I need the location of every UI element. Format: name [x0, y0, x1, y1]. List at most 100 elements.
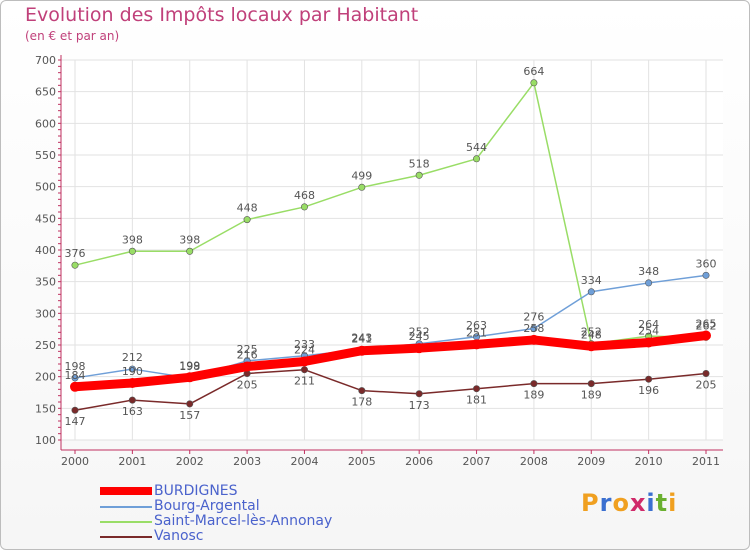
- data-label: 518: [409, 157, 430, 170]
- data-point: [530, 79, 538, 87]
- data-label: 196: [638, 384, 659, 397]
- y-tick-label: 100: [35, 434, 56, 447]
- data-label: 198: [65, 360, 86, 373]
- data-point: [473, 385, 481, 393]
- legend-label-vanosc: Vanosc: [154, 528, 204, 544]
- logo-letter: P: [581, 489, 600, 517]
- x-tick-label: 2004: [290, 455, 318, 468]
- data-point: [643, 337, 654, 348]
- legend-swatch-vanosc: [100, 536, 152, 538]
- x-tick-label: 2001: [118, 455, 146, 468]
- x-tick-label: 2002: [176, 455, 204, 468]
- series-lines: [70, 79, 711, 414]
- logo-letter: t: [655, 489, 669, 517]
- data-point: [186, 247, 194, 255]
- series-line-0: [70, 331, 711, 392]
- data-label: 448: [237, 202, 258, 215]
- data-label: 544: [466, 141, 487, 154]
- data-label: 205: [696, 379, 717, 392]
- data-point: [415, 390, 423, 398]
- y-tick-label: 150: [35, 402, 56, 415]
- data-point: [242, 361, 253, 372]
- data-point: [645, 279, 653, 287]
- data-label: 163: [122, 405, 143, 418]
- data-label: 276: [523, 311, 544, 324]
- data-point: [528, 334, 539, 345]
- y-tick-label: 600: [35, 117, 56, 130]
- data-label: 189: [581, 389, 602, 402]
- data-point: [186, 400, 194, 408]
- data-point: [414, 343, 425, 354]
- data-label: 243: [351, 331, 372, 344]
- data-label: 468: [294, 189, 315, 202]
- x-tick-label: 2009: [577, 455, 605, 468]
- data-point: [587, 288, 595, 296]
- y-tick-label: 300: [35, 307, 56, 320]
- x-tick-label: 2005: [348, 455, 376, 468]
- x-tick-label: 2007: [463, 455, 491, 468]
- data-label: 334: [581, 274, 602, 287]
- series-line-3: [74, 368, 707, 411]
- logo-letter: i: [646, 489, 656, 517]
- data-label: 184: [65, 369, 86, 382]
- legend-swatch-saint-marcel: [100, 521, 152, 523]
- data-label: 245: [409, 330, 430, 343]
- proxiti-logo: Proxiti: [581, 489, 677, 517]
- x-tick-label: 2010: [635, 455, 663, 468]
- data-point: [128, 247, 136, 255]
- data-point: [128, 396, 136, 404]
- legend-label-saint-marcel: Saint-Marcel-lès-Annonay: [154, 513, 333, 529]
- data-point: [473, 155, 481, 163]
- data-label: 263: [466, 319, 487, 332]
- data-point: [587, 380, 595, 388]
- data-label: 252: [581, 326, 602, 339]
- data-point: [702, 271, 710, 279]
- data-label: 254: [638, 324, 659, 337]
- y-tick-label: 250: [35, 339, 56, 352]
- data-point: [530, 380, 538, 388]
- data-label: 205: [237, 379, 258, 392]
- x-tick-label: 2008: [520, 455, 548, 468]
- data-label: 664: [523, 65, 544, 78]
- data-point: [300, 366, 308, 374]
- y-tick-label: 200: [35, 371, 56, 384]
- data-point: [71, 374, 79, 382]
- legend-label-bourg-argental: Bourg-Argental: [154, 498, 260, 514]
- data-point: [586, 341, 597, 352]
- y-tick-label: 550: [35, 149, 56, 162]
- data-label: 252: [409, 326, 430, 339]
- logo-letter: x: [629, 489, 647, 517]
- data-point: [300, 203, 308, 211]
- data-point: [358, 183, 366, 191]
- data-label: 398: [122, 233, 143, 246]
- y-tick-label: 400: [35, 244, 56, 257]
- data-label: 262: [696, 319, 717, 332]
- data-point: [471, 339, 482, 350]
- legend-swatch-bourg-argental: [100, 506, 152, 508]
- data-label: 264: [638, 318, 659, 331]
- data-label: 173: [409, 399, 430, 412]
- data-label: 398: [179, 233, 200, 246]
- data-label: 265: [696, 318, 717, 331]
- data-label: 212: [122, 351, 143, 364]
- data-label: 251: [466, 326, 487, 339]
- x-tick-label: 2000: [61, 455, 89, 468]
- data-label: 348: [638, 265, 659, 278]
- data-label: 199: [179, 359, 200, 372]
- data-point: [358, 387, 366, 395]
- x-tick-label: 2003: [233, 455, 261, 468]
- y-tick-label: 650: [35, 86, 56, 99]
- data-point: [702, 369, 710, 377]
- logo-letter: r: [599, 489, 613, 517]
- axes: 100 150 200 250 300 350 400 450 500 550 600 650 700 2…: [35, 54, 723, 468]
- data-label: 360: [696, 257, 717, 270]
- x-tick-label: 2006: [405, 455, 433, 468]
- data-label: 376: [65, 247, 86, 260]
- data-point: [71, 261, 79, 269]
- data-point: [299, 356, 310, 367]
- y-tick-label: 350: [35, 276, 56, 289]
- data-point: [415, 171, 423, 179]
- data-point: [71, 406, 79, 414]
- data-label: 189: [523, 389, 544, 402]
